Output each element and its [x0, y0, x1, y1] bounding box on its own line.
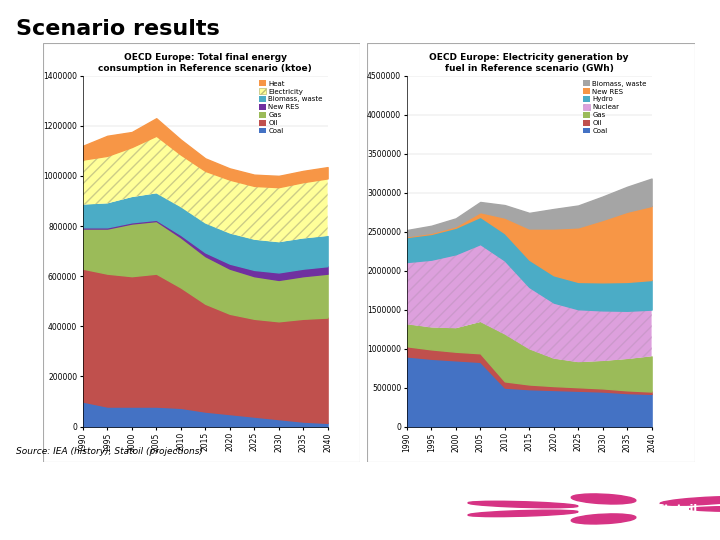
Ellipse shape [571, 514, 636, 524]
Legend: Heat, Electricity, Biomass, waste, New RES, Gas, Oil, Coal: Heat, Electricity, Biomass, waste, New R… [257, 79, 324, 136]
Title: OECD Europe: Total final energy
consumption in Reference scenario (ktoe): OECD Europe: Total final energy consumpt… [99, 53, 312, 73]
Ellipse shape [571, 494, 636, 504]
Title: OECD Europe: Electricity generation by
fuel in Reference scenario (GWh): OECD Europe: Electricity generation by f… [429, 53, 629, 73]
Text: Scenario results: Scenario results [16, 19, 220, 39]
Ellipse shape [690, 507, 720, 511]
Ellipse shape [468, 510, 578, 517]
Ellipse shape [468, 501, 578, 508]
Ellipse shape [660, 497, 720, 505]
Text: 7    Classification: Internal    2014-11-04: 7 Classification: Internal 2014-11-04 [11, 503, 193, 512]
Legend: Biomass, waste, New RES, Hydro, Nuclear, Gas, Oil, Coal: Biomass, waste, New RES, Hydro, Nuclear,… [581, 79, 648, 136]
Text: Statoil: Statoil [657, 504, 698, 514]
Text: Source: IEA (history), Statoil (projections): Source: IEA (history), Statoil (projecti… [16, 447, 203, 456]
